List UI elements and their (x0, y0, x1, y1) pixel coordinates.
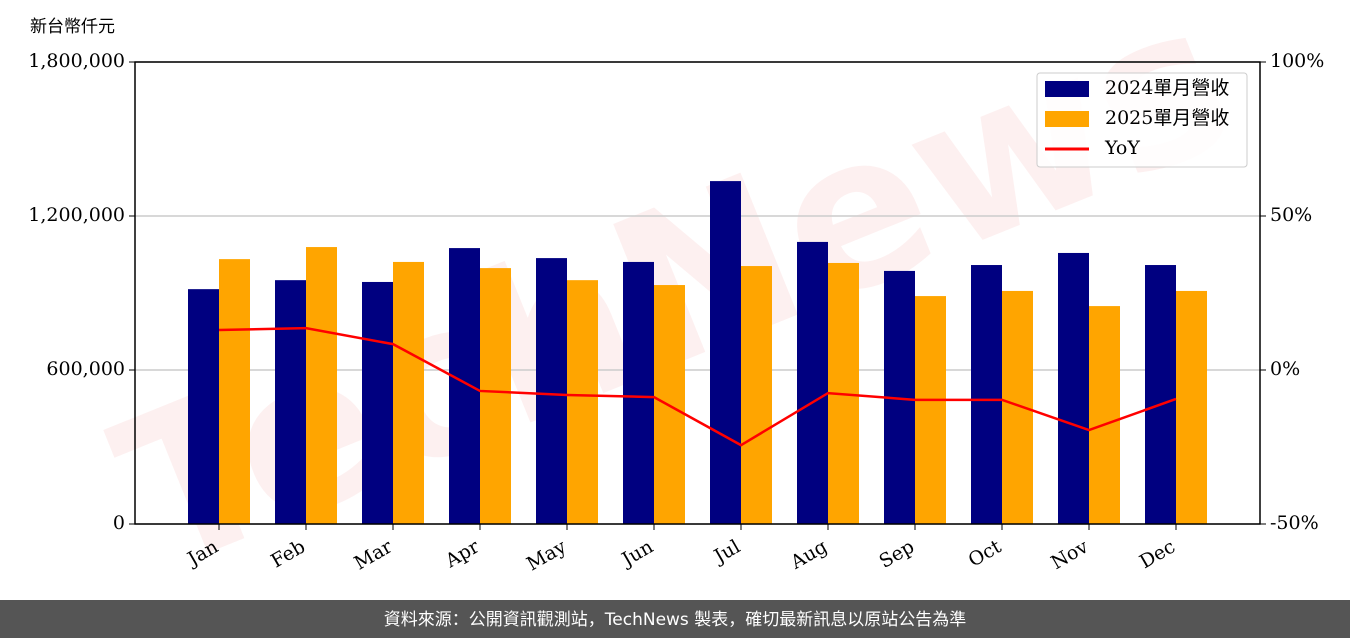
bar (567, 280, 598, 524)
y-tick-label: 0 (113, 512, 125, 534)
bar (710, 181, 741, 525)
legend-label: YoY (1104, 137, 1140, 159)
y-tick-label: 1,200,000 (28, 204, 125, 226)
x-tick-label: Sep (875, 536, 918, 573)
x-tick-label: Apr (441, 535, 484, 572)
y2-tick-label: -50% (1270, 512, 1319, 534)
bar (797, 241, 828, 524)
bar (1145, 265, 1176, 524)
footer-bar (0, 600, 1350, 638)
x-tick-label: Dec (1136, 536, 1179, 574)
bar (188, 289, 219, 524)
x-tick-label: Jun (616, 536, 657, 572)
bar (449, 248, 480, 525)
x-tick-label: Nov (1047, 535, 1092, 574)
bar (219, 259, 250, 524)
bar (393, 261, 424, 524)
bar (536, 258, 567, 524)
y2-tick-label: 50% (1270, 204, 1312, 226)
bar (1176, 290, 1207, 524)
legend-label: 2024單月營收 (1105, 77, 1229, 99)
y-axis-label: 新台幣仟元 (30, 17, 115, 37)
bar (623, 261, 654, 524)
x-tick-label: Oct (965, 535, 1006, 571)
bar (306, 247, 337, 524)
y-tick-label: 1,800,000 (28, 50, 125, 72)
bar (1089, 306, 1120, 524)
yoy-line (218, 326, 1177, 447)
legend-swatch (1045, 81, 1089, 97)
y2-tick-label: 100% (1270, 50, 1324, 72)
legend-label: 2025單月營收 (1105, 107, 1229, 129)
y-tick-label: 600,000 (46, 358, 125, 380)
bar (480, 268, 511, 524)
bar (915, 296, 946, 524)
bar (1002, 290, 1033, 524)
y2-tick-label: 0% (1270, 358, 1300, 380)
bar (1058, 252, 1089, 524)
footer-text: 資料來源：公開資訊觀測站，TechNews 製表，確切最新訊息以原站公告為準 (384, 610, 966, 630)
legend-box (1036, 72, 1248, 168)
x-tick-label: Jul (709, 536, 744, 569)
legend-swatch (1045, 111, 1089, 127)
bar (275, 280, 306, 524)
x-tick-label: Aug (786, 536, 831, 575)
plot-frame (134, 61, 1261, 525)
bar (362, 281, 393, 524)
bar (971, 265, 1002, 524)
x-tick-label: May (523, 535, 570, 575)
bar (741, 266, 772, 524)
